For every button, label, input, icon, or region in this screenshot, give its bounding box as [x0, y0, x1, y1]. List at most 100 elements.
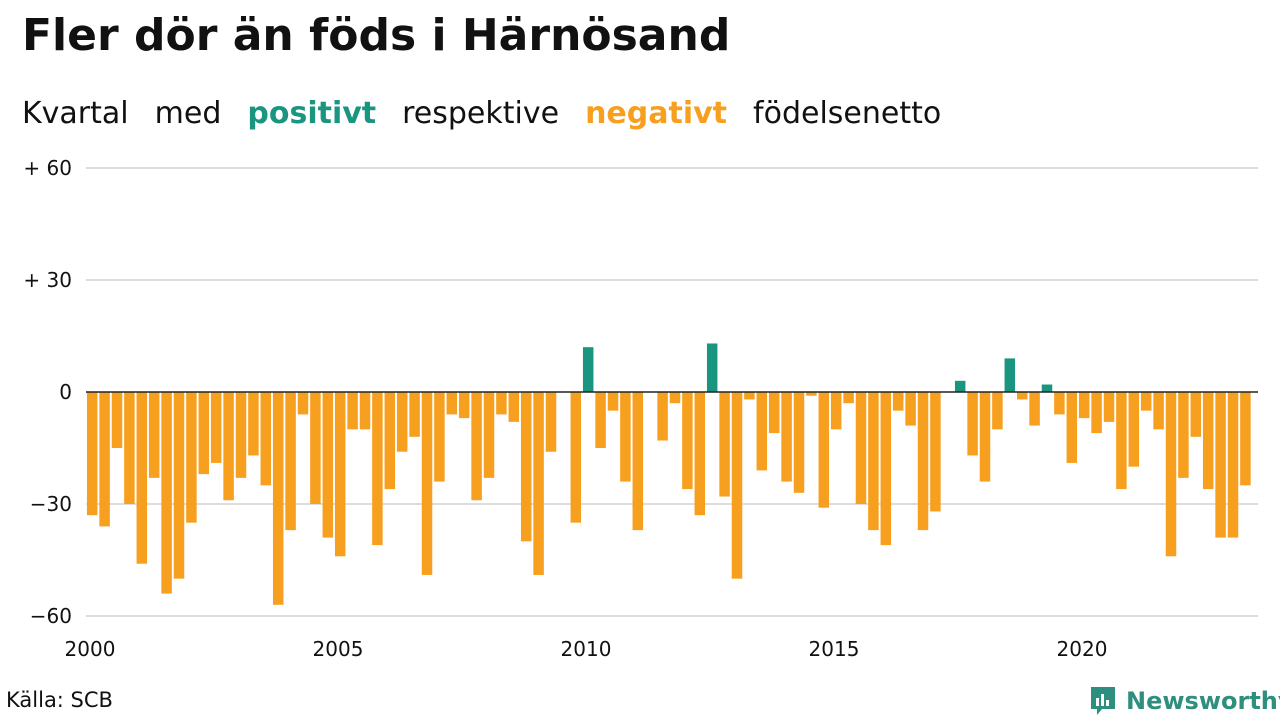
bar-positive	[706, 343, 718, 392]
bar-negative	[248, 392, 259, 456]
bar-negative	[669, 392, 681, 404]
bar-negative	[1016, 392, 1028, 400]
bar-negative	[1054, 392, 1065, 415]
bar-negative	[297, 392, 309, 415]
bar-positive	[954, 380, 966, 392]
y-tick-label: −30	[30, 492, 72, 516]
bar-negative	[1215, 392, 1226, 538]
bar-negative	[1078, 392, 1090, 419]
bar-negative	[483, 392, 495, 478]
source-note: Källa: SCB	[6, 688, 113, 712]
bar-negative	[272, 392, 284, 605]
bar-negative	[223, 392, 234, 501]
subtitle-negative-label: negativt	[585, 96, 728, 131]
bar-negative	[806, 392, 817, 396]
bar-negative	[434, 392, 445, 482]
bar-negative	[632, 392, 644, 531]
chart-title: Fler dör än föds i Härnösand	[22, 10, 731, 61]
y-tick-label: + 30	[23, 268, 72, 292]
bar-negative	[86, 392, 98, 516]
bar-negative	[396, 392, 408, 452]
bar-negative	[768, 392, 780, 434]
bar-negative	[1190, 392, 1202, 437]
bar-negative	[545, 392, 557, 452]
bar-negative	[359, 392, 371, 430]
bar-negative	[1227, 392, 1239, 538]
newsworthy-logo-icon	[1091, 687, 1115, 715]
chart-subtitle: Kvartal med positivt respektive negativt föde…	[22, 96, 967, 131]
bar-positive	[582, 347, 594, 392]
bar-negative	[186, 392, 197, 523]
brand-name: Newsworthy	[1126, 687, 1280, 715]
bar-negative	[917, 392, 929, 531]
bar-negative	[694, 392, 706, 516]
bar-negative	[235, 392, 247, 478]
bar-negative	[1202, 392, 1214, 490]
bar-negative	[892, 392, 904, 411]
bar-negative	[682, 392, 693, 490]
y-tick-label: + 60	[23, 156, 72, 180]
x-tick-label: 2010	[561, 637, 612, 661]
bar-negative	[880, 392, 892, 546]
bar-negative	[781, 392, 792, 482]
bar-negative	[1240, 392, 1251, 486]
bar-negative	[607, 392, 619, 411]
x-tick-label: 2005	[313, 637, 364, 661]
bar-negative	[124, 392, 135, 504]
bar-negative	[508, 392, 520, 422]
x-tick-label: 2000	[65, 637, 116, 661]
bar-negative	[843, 392, 854, 404]
bar-negative	[458, 392, 470, 419]
bar-negative	[570, 392, 582, 523]
bar-negative	[657, 392, 668, 441]
y-tick-label: 0	[59, 380, 72, 404]
bar-negative	[173, 392, 185, 579]
bar-negative	[334, 392, 346, 557]
bar-negative	[992, 392, 1003, 430]
bar-negative	[99, 392, 110, 527]
bar-negative	[1128, 392, 1140, 467]
bar-negative	[979, 392, 991, 482]
bar-negative	[111, 392, 123, 448]
bar-negative	[620, 392, 631, 482]
bar-positive	[1041, 384, 1053, 392]
bar-negative	[285, 392, 296, 531]
bar-positive	[1004, 358, 1016, 392]
bar-negative	[322, 392, 334, 538]
bar-negative	[1178, 392, 1189, 478]
bar-negative	[905, 392, 916, 426]
bar-negative	[210, 392, 222, 463]
bar-negative	[818, 392, 830, 508]
bar-negative	[1140, 392, 1152, 411]
bar-negative	[1091, 392, 1102, 434]
bar-negative	[496, 392, 507, 415]
bar-negative	[868, 392, 879, 531]
bar-negative	[198, 392, 210, 475]
bar-negative	[384, 392, 396, 490]
bar-negative	[260, 392, 272, 486]
bar-negative	[372, 392, 383, 546]
bar-negative	[1153, 392, 1164, 430]
bar-chart: + 60 + 30 0 −30 −60 2000 2005 2010 2015 2020	[23, 156, 1258, 661]
bar-negative	[471, 392, 482, 501]
bar-negative	[1116, 392, 1127, 490]
x-tick-label: 2015	[809, 637, 860, 661]
bar-negative	[421, 392, 433, 575]
x-tick-label: 2020	[1057, 637, 1108, 661]
bar-negative	[310, 392, 321, 504]
subtitle-part-4: födelsenetto	[753, 96, 942, 131]
bar-negative	[520, 392, 532, 542]
bar-negative	[1066, 392, 1078, 463]
bar-negative	[148, 392, 160, 478]
y-tick-label: −60	[30, 604, 72, 628]
subtitle-part-1: Kvartal	[22, 96, 129, 131]
subtitle-part-2: med	[154, 96, 222, 131]
bar-negative	[719, 392, 730, 497]
bar-negative	[756, 392, 768, 471]
bar-negative	[595, 392, 606, 448]
bar-negative	[136, 392, 148, 564]
bar-negative	[409, 392, 420, 437]
bar-negative	[855, 392, 867, 504]
bar-negative	[930, 392, 941, 512]
bar-negative	[533, 392, 544, 575]
